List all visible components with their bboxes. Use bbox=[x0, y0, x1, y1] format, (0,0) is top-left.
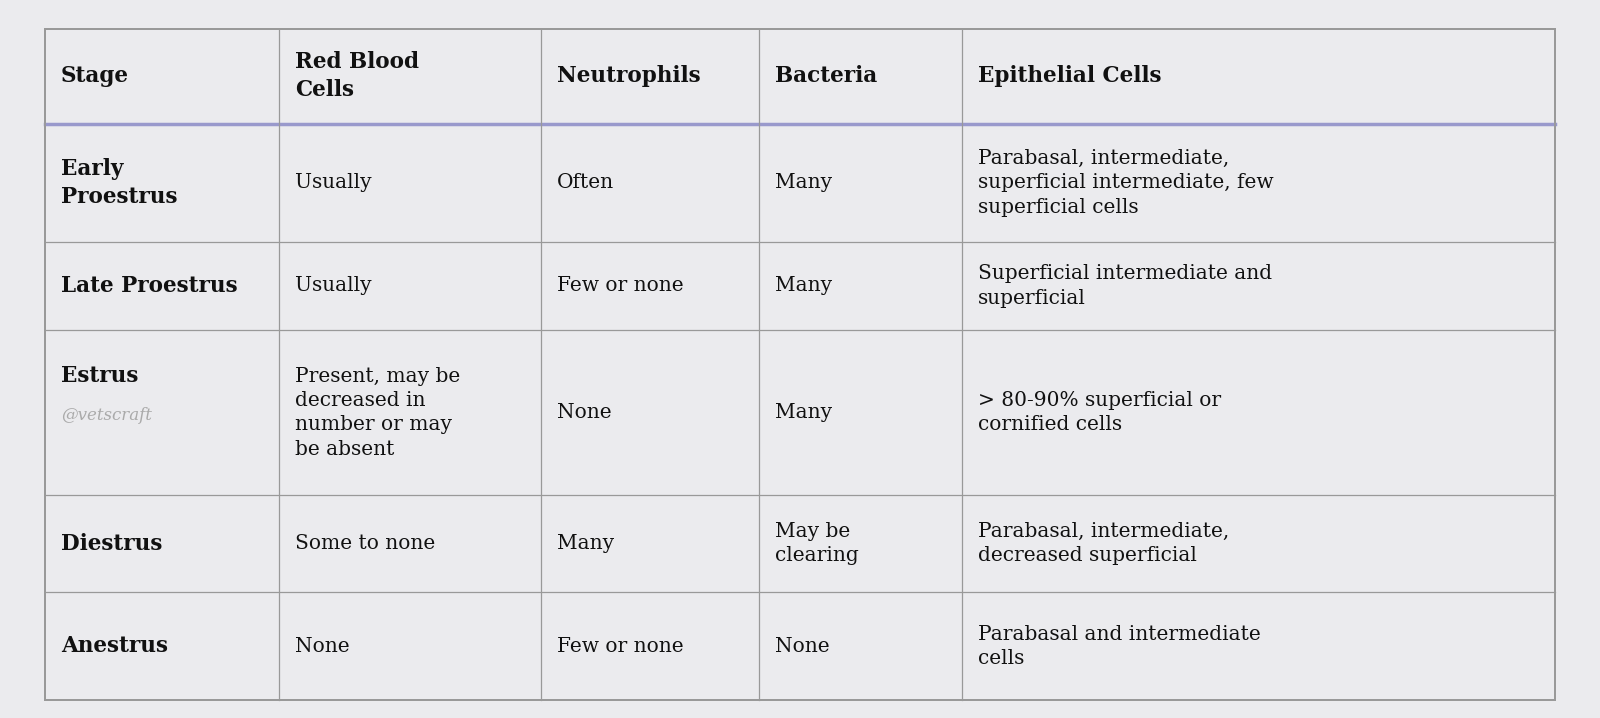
Text: Estrus: Estrus bbox=[61, 365, 138, 387]
Text: Few or none: Few or none bbox=[557, 637, 683, 656]
Text: Parabasal, intermediate,
decreased superficial: Parabasal, intermediate, decreased super… bbox=[978, 522, 1229, 566]
Text: Usually: Usually bbox=[294, 276, 371, 295]
Text: May be
clearing: May be clearing bbox=[776, 522, 859, 566]
Text: Superficial intermediate and
superficial: Superficial intermediate and superficial bbox=[978, 264, 1272, 307]
Text: Parabasal and intermediate
cells: Parabasal and intermediate cells bbox=[978, 625, 1261, 668]
Text: Epithelial Cells: Epithelial Cells bbox=[978, 65, 1162, 88]
Text: Early
Proestrus: Early Proestrus bbox=[61, 158, 178, 208]
Text: Stage: Stage bbox=[61, 65, 128, 88]
Text: None: None bbox=[776, 637, 830, 656]
Text: Many: Many bbox=[776, 403, 832, 422]
Text: Parabasal, intermediate,
superficial intermediate, few
superficial cells: Parabasal, intermediate, superficial int… bbox=[978, 149, 1274, 217]
Text: Some to none: Some to none bbox=[294, 534, 435, 554]
Text: Few or none: Few or none bbox=[557, 276, 683, 295]
Text: Present, may be
decreased in
number or may
be absent: Present, may be decreased in number or m… bbox=[294, 367, 461, 459]
Text: > 80-90% superficial or
cornified cells: > 80-90% superficial or cornified cells bbox=[978, 391, 1221, 434]
Text: Many: Many bbox=[557, 534, 614, 554]
Text: Many: Many bbox=[776, 173, 832, 192]
Text: Diestrus: Diestrus bbox=[61, 533, 162, 555]
Text: @vetscraft: @vetscraft bbox=[61, 407, 152, 424]
Text: Anestrus: Anestrus bbox=[61, 635, 168, 657]
Text: Red Blood
Cells: Red Blood Cells bbox=[294, 51, 419, 101]
Text: Late Proestrus: Late Proestrus bbox=[61, 275, 237, 297]
Text: None: None bbox=[557, 403, 611, 422]
Text: Bacteria: Bacteria bbox=[776, 65, 878, 88]
Text: Often: Often bbox=[557, 173, 614, 192]
Text: Usually: Usually bbox=[294, 173, 371, 192]
Text: None: None bbox=[294, 637, 349, 656]
Text: Neutrophils: Neutrophils bbox=[557, 65, 701, 88]
Text: Many: Many bbox=[776, 276, 832, 295]
